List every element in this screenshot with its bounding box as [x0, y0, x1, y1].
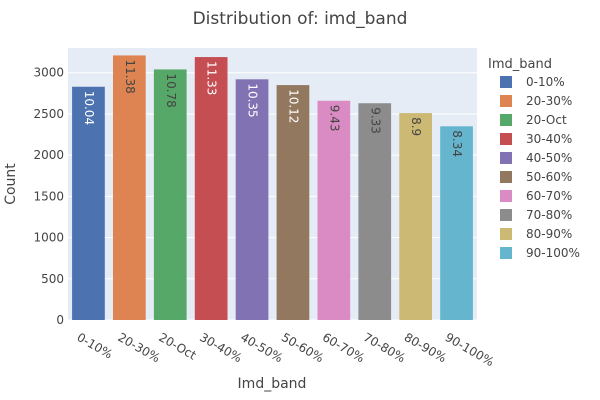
bar-labels: 10.04 11.38 10.78 11.33 10.35 10.12 9.43 9.33 8.… [82, 59, 464, 157]
y-tick-label: 500 [41, 272, 64, 286]
bars [72, 55, 473, 321]
legend-item-label: 40-50% [526, 151, 572, 165]
y-tick-label: 2000 [33, 148, 64, 162]
legend-item-label: 30-40% [526, 132, 572, 146]
chart-title: Distribution of: imd_band [193, 9, 408, 29]
x-tick-label: 80-90% [402, 330, 449, 365]
legend-item-label: 20-30% [526, 94, 572, 108]
x-tick-label: 30-40% [197, 330, 244, 365]
y-tick-label: 0 [56, 313, 64, 327]
legend-item-label: 50-60% [526, 170, 572, 184]
legend-item-label: 0-10% [526, 75, 565, 89]
bar-value-label: 11.33 [205, 61, 219, 95]
bar [358, 103, 392, 320]
legend-item-label: 90-100% [526, 246, 580, 260]
bar-value-label: 9.43 [327, 105, 341, 132]
legend-item-label: 60-70% [526, 189, 572, 203]
x-tick-label: 40-50% [238, 330, 285, 365]
x-tick-label: 70-80% [361, 330, 408, 365]
legend-swatch [500, 133, 512, 145]
bar [153, 69, 187, 321]
legend-title: Imd_band [488, 57, 552, 72]
y-tick-label: 3000 [33, 66, 64, 80]
legend-swatch [500, 171, 512, 183]
x-tick-label: 20-30% [115, 330, 162, 365]
x-axis-ticks: 0-10% 20-30%20-Oct30-40%40-50%50-60%60-70… [75, 330, 497, 369]
y-tick-label: 1500 [33, 189, 64, 203]
legend-item-label: 80-90% [526, 227, 572, 241]
bar [276, 85, 310, 320]
y-axis-ticks: 0 500 1000 1500 2000 2500 3000 [33, 66, 64, 327]
x-tick-label: 50-60% [279, 330, 326, 365]
bar-value-label: 10.04 [82, 91, 96, 125]
bar-value-label: 10.12 [286, 89, 300, 123]
bar-value-label: 8.34 [450, 130, 464, 157]
bar-value-label: 10.35 [246, 83, 260, 117]
y-tick-label: 2500 [33, 107, 64, 121]
bar [440, 126, 473, 320]
bar-value-label: 8.9 [409, 117, 423, 136]
x-tick-label: 60-70% [320, 330, 367, 365]
x-tick-label: 0-10% [75, 330, 115, 361]
bar [399, 113, 433, 321]
bar-value-label: 11.38 [123, 59, 137, 93]
bar [194, 57, 228, 321]
bar-value-label: 9.33 [368, 107, 382, 134]
x-tick-label: 90-100% [443, 330, 497, 369]
legend-swatch [500, 247, 512, 259]
legend: Imd_band 0-10% 20-30% 20-Oct 30-40% 40-50% 50… [488, 57, 580, 260]
bar [72, 86, 105, 320]
legend-swatch [500, 114, 512, 126]
legend-swatch [500, 209, 512, 221]
legend-swatch [500, 228, 512, 240]
y-axis-title: Count [3, 163, 19, 205]
legend-swatch [500, 190, 512, 202]
legend-swatch [500, 76, 512, 88]
x-axis-title: Imd_band [238, 376, 307, 392]
bar [112, 55, 146, 320]
legend-item-label: 20-Oct [526, 113, 567, 127]
bar [235, 79, 269, 320]
bar [317, 100, 351, 320]
y-tick-label: 1000 [33, 231, 64, 245]
legend-swatch [500, 152, 512, 164]
bar-value-label: 10.78 [164, 73, 178, 107]
x-tick-label: 20-Oct [156, 330, 198, 363]
legend-swatch [500, 95, 512, 107]
legend-item-label: 70-80% [526, 208, 572, 222]
